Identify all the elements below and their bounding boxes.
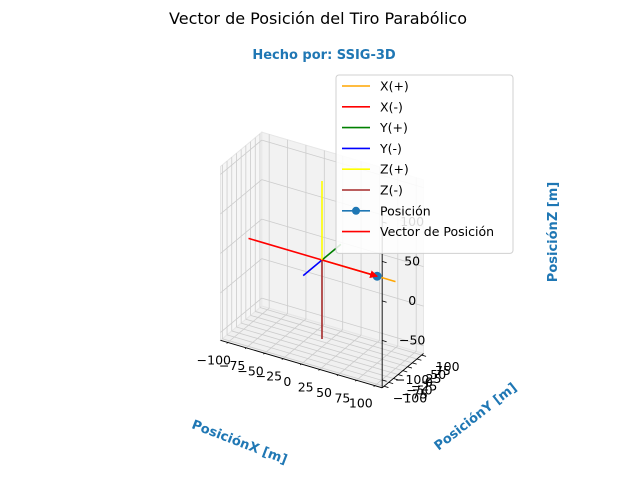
x-tick-mark bbox=[373, 385, 376, 387]
grid-line-y bbox=[259, 307, 422, 356]
y-tick-label: 100 bbox=[436, 359, 460, 374]
legend-box bbox=[335, 74, 514, 254]
grid-line-y bbox=[236, 326, 399, 375]
y-tick-mark bbox=[412, 362, 417, 365]
grid-line-z bbox=[261, 297, 424, 346]
z-tick-mark bbox=[382, 379, 387, 382]
z-tick-label: −100 bbox=[395, 372, 429, 387]
x-tick-mark bbox=[263, 352, 265, 355]
grid-line-y bbox=[222, 338, 385, 387]
legend-item-z-label: Z(-) bbox=[380, 183, 403, 198]
x-axis-label: PosiciónX [m] bbox=[189, 418, 289, 468]
x-tick-mark bbox=[318, 369, 320, 371]
grid-line-z bbox=[220, 179, 263, 215]
y-tick-label: 0 bbox=[425, 375, 433, 390]
series-y bbox=[302, 259, 323, 277]
y-tick-mark bbox=[388, 381, 394, 385]
y-tick-mark bbox=[393, 378, 398, 381]
grid-line-z bbox=[220, 258, 263, 294]
grid-line-y bbox=[245, 318, 408, 368]
y-axis-label: PosiciónY [m] bbox=[432, 380, 520, 454]
x-tick-label: −25 bbox=[256, 369, 282, 384]
legend-item-x-label: X(-) bbox=[380, 99, 403, 114]
series-lines bbox=[248, 181, 396, 339]
z-tick-mark bbox=[382, 340, 387, 343]
y-tick-label: 25 bbox=[426, 371, 442, 386]
legend-item-posici-n-marker bbox=[352, 206, 360, 215]
chart-subtitle: Hecho por: SSIG-3D bbox=[252, 48, 396, 63]
x-tick-mark bbox=[226, 342, 229, 344]
series-vector-de-posici-n bbox=[321, 259, 379, 279]
x-tick-label: 0 bbox=[283, 374, 291, 389]
grid-line-y bbox=[231, 330, 394, 379]
legend-item-z-label: Z(+) bbox=[380, 162, 409, 177]
y-tick-label: −75 bbox=[402, 386, 428, 401]
y-tick-label: −50 bbox=[406, 382, 432, 397]
y-tick-label: −100 bbox=[393, 390, 427, 405]
y-tick-label: 50 bbox=[430, 367, 446, 382]
y-tick-mark bbox=[402, 370, 408, 373]
y-tick-mark bbox=[421, 354, 427, 357]
series-x bbox=[248, 237, 323, 261]
grid-line-z bbox=[220, 297, 263, 333]
legend-item-vector-de-posici-n-label: Vector de Posición bbox=[380, 224, 494, 239]
x-tick-mark bbox=[244, 347, 247, 350]
legend: X(+) X(-) Y(+) Y(-) Z(+) Z(-) Posición Vector d… bbox=[335, 74, 514, 254]
y-tick-mark bbox=[383, 385, 389, 388]
grid-line-y bbox=[241, 322, 403, 372]
z-tick-mark bbox=[382, 261, 387, 264]
x-tick-mark bbox=[336, 374, 339, 377]
x-tick-label: 25 bbox=[298, 379, 314, 394]
grid-line-z bbox=[220, 218, 263, 254]
y-tick-label: −25 bbox=[411, 379, 437, 394]
x-tick-label: −50 bbox=[237, 363, 263, 378]
x-tick-label: −100 bbox=[197, 352, 231, 367]
grid-line-y bbox=[226, 334, 389, 383]
grid-line-y bbox=[255, 311, 418, 360]
grid-line-z bbox=[261, 258, 424, 307]
z-tick-label: −50 bbox=[399, 332, 425, 347]
x-tick-label: 75 bbox=[334, 390, 350, 405]
series-posici-n-marker bbox=[372, 271, 382, 281]
chart-title: Vector de Posición del Tiro Parabólico bbox=[169, 9, 467, 28]
legend-item-x-label: X(+) bbox=[380, 79, 409, 94]
grid-lines bbox=[220, 133, 424, 387]
z-tick-mark bbox=[382, 300, 387, 303]
x-tick-label: 100 bbox=[349, 396, 373, 411]
x-tick-mark bbox=[281, 358, 284, 360]
y-tick-mark bbox=[416, 358, 422, 361]
legend-item-y-label: Y(-) bbox=[379, 141, 402, 156]
x-tick-label: 50 bbox=[316, 385, 332, 400]
legend-item-posici-n-label: Posición bbox=[380, 203, 431, 218]
grid-line-z bbox=[220, 139, 263, 175]
y-tick-label: 75 bbox=[435, 363, 451, 378]
y-tick-mark bbox=[407, 366, 413, 369]
z-tick-label: 0 bbox=[408, 293, 416, 308]
z-tick-label: 50 bbox=[404, 253, 420, 268]
y-tick-mark bbox=[398, 374, 403, 377]
x-tick-mark bbox=[299, 363, 302, 366]
legend-item-y-label: Y(+) bbox=[379, 120, 408, 135]
grid-line-y bbox=[250, 314, 413, 364]
x-tick-mark bbox=[355, 379, 357, 382]
x-tick-label: −75 bbox=[219, 358, 245, 373]
z-axis-label: PosiciónZ [m] bbox=[546, 182, 561, 282]
